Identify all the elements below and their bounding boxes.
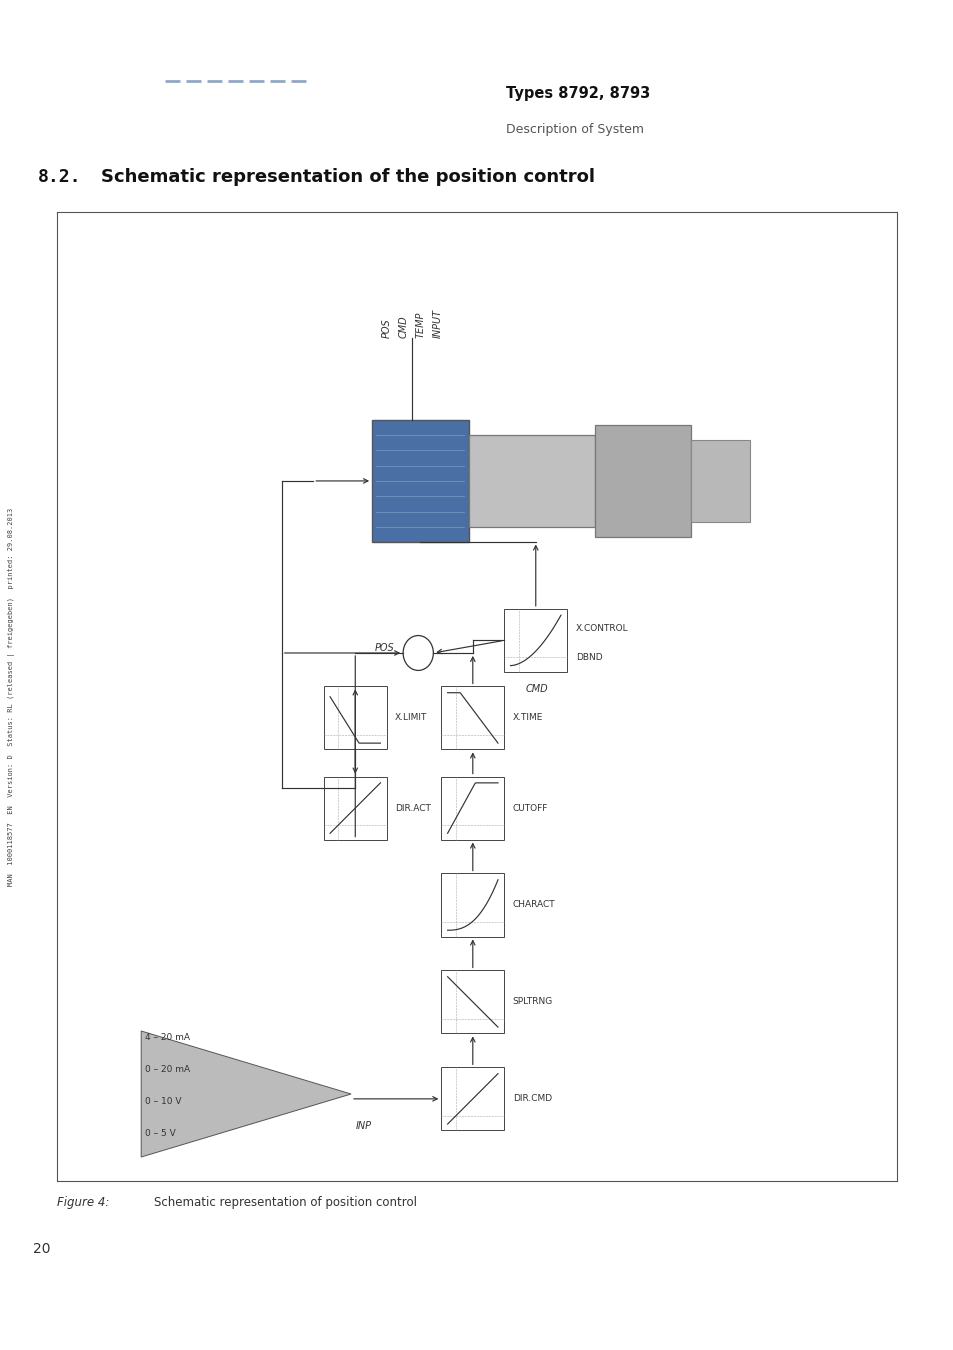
Text: SPLTRNG: SPLTRNG bbox=[512, 998, 553, 1007]
Text: CMD: CMD bbox=[525, 684, 547, 694]
Text: English: English bbox=[253, 1315, 300, 1327]
Bar bbox=[441, 1068, 504, 1130]
Text: 0 – 5 V: 0 – 5 V bbox=[145, 1129, 176, 1138]
Text: DBND: DBND bbox=[575, 653, 601, 663]
Bar bbox=[323, 686, 386, 749]
Bar bbox=[441, 971, 504, 1034]
Text: Figure 4:: Figure 4: bbox=[57, 1196, 110, 1208]
Text: 20: 20 bbox=[33, 1242, 51, 1256]
Text: X.LIMIT: X.LIMIT bbox=[395, 713, 427, 722]
Text: X.CONTROL: X.CONTROL bbox=[575, 624, 628, 633]
Bar bbox=[468, 435, 594, 526]
Bar bbox=[504, 609, 567, 672]
Text: MAN  1000118577  EN  Version: D  Status: RL (released | freigegeben)  printed: 2: MAN 1000118577 EN Version: D Status: RL … bbox=[9, 508, 15, 886]
Bar bbox=[323, 776, 386, 840]
Bar bbox=[690, 440, 749, 522]
Polygon shape bbox=[141, 1031, 351, 1157]
Text: 0 – 10 V: 0 – 10 V bbox=[145, 1098, 182, 1106]
Text: INP: INP bbox=[355, 1120, 371, 1131]
Bar bbox=[441, 776, 504, 840]
Text: POS: POS bbox=[382, 319, 392, 338]
Text: 0 – 20 mA: 0 – 20 mA bbox=[145, 1065, 191, 1075]
Text: DIR.ACT: DIR.ACT bbox=[395, 803, 431, 813]
Bar bbox=[441, 873, 504, 937]
Text: CMD: CMD bbox=[398, 316, 409, 338]
Text: Schematic representation of the position control: Schematic representation of the position… bbox=[101, 167, 595, 186]
Text: INPUT: INPUT bbox=[432, 309, 442, 338]
Bar bbox=[441, 686, 504, 749]
Text: CHARACT: CHARACT bbox=[512, 900, 555, 910]
Text: Description of System: Description of System bbox=[505, 123, 643, 135]
Text: CUTOFF: CUTOFF bbox=[512, 803, 547, 813]
Bar bbox=[594, 425, 690, 537]
Text: 8.2.: 8.2. bbox=[38, 167, 82, 186]
Text: Schematic representation of position control: Schematic representation of position con… bbox=[153, 1196, 416, 1208]
Text: Types 8792, 8793: Types 8792, 8793 bbox=[505, 86, 649, 101]
Bar bbox=[372, 420, 468, 541]
Text: 4 – 20 mA: 4 – 20 mA bbox=[145, 1033, 191, 1042]
Text: DIR.CMD: DIR.CMD bbox=[512, 1095, 551, 1103]
Text: POS: POS bbox=[375, 643, 395, 653]
Text: X.TIME: X.TIME bbox=[512, 713, 542, 722]
Text: TEMP: TEMP bbox=[416, 312, 425, 338]
